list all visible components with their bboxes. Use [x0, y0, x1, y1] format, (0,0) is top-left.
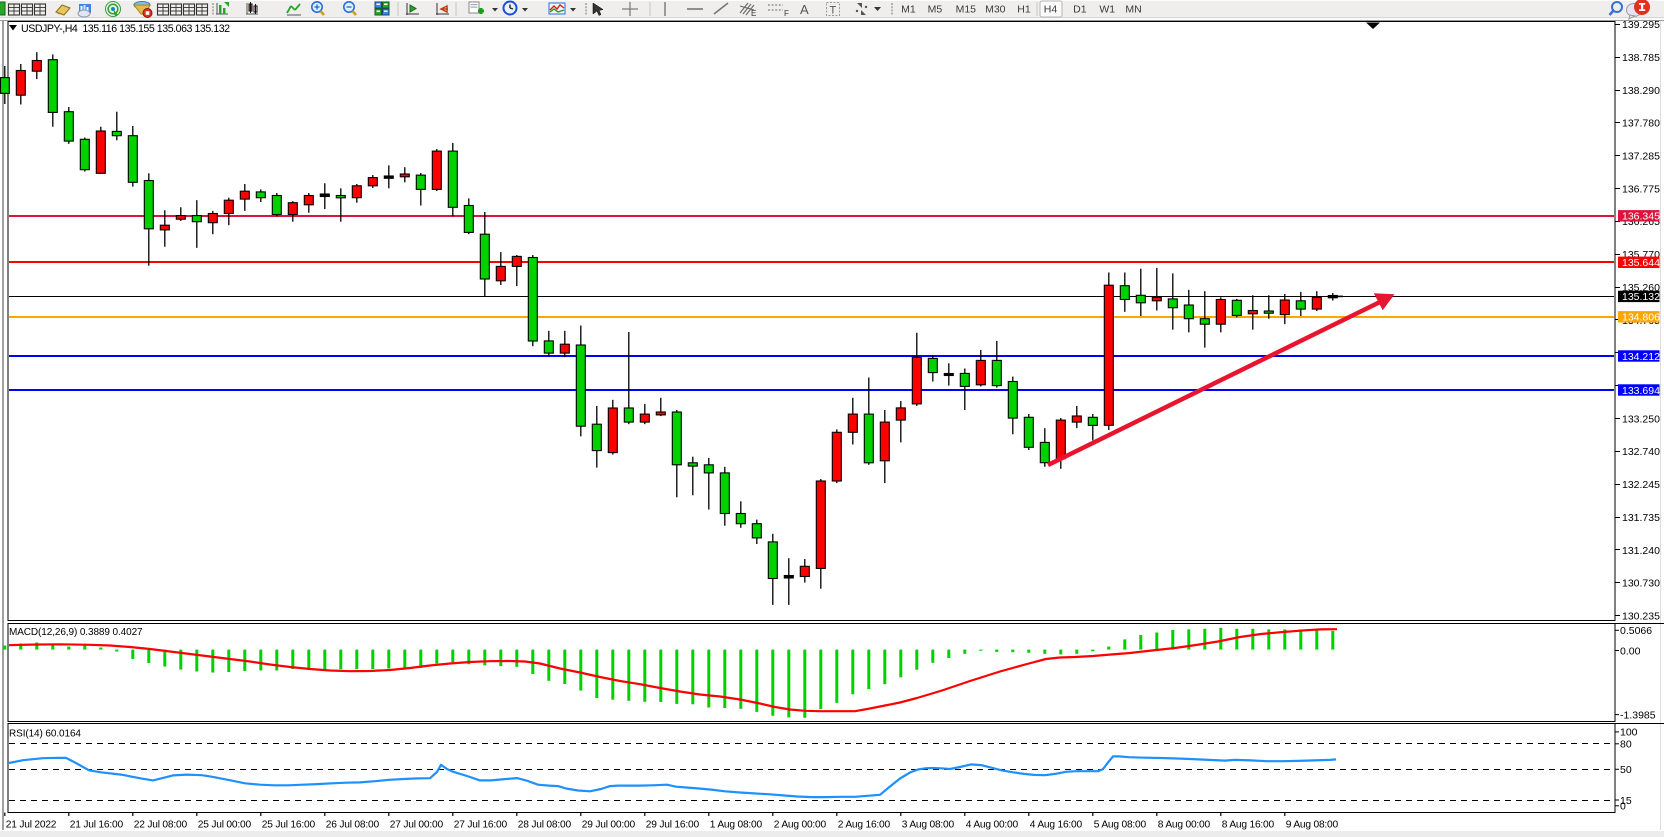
- svg-text:131.240: 131.240: [1622, 545, 1660, 557]
- svg-text:134.806: 134.806: [1622, 312, 1660, 324]
- svg-text:E: E: [751, 9, 756, 18]
- svg-text:3 Aug 08:00: 3 Aug 08:00: [902, 820, 955, 831]
- svg-text:0.00: 0.00: [1620, 645, 1641, 657]
- svg-text:135.644: 135.644: [1622, 257, 1660, 269]
- svg-text:H1: H1: [1017, 4, 1031, 16]
- svg-text:29 Jul 00:00: 29 Jul 00:00: [582, 820, 636, 831]
- svg-text:131.735: 131.735: [1622, 512, 1660, 524]
- svg-text:27 Jul 16:00: 27 Jul 16:00: [454, 820, 508, 831]
- svg-text:135.132: 135.132: [1622, 291, 1660, 303]
- svg-text:MN: MN: [1125, 4, 1141, 16]
- svg-text:25 Jul 00:00: 25 Jul 00:00: [198, 820, 252, 831]
- svg-text:134.212: 134.212: [1622, 351, 1660, 363]
- svg-text:USDJPY-,H4 135.116 135.155 13: USDJPY-,H4 135.116 135.155 135.063 135.1…: [21, 23, 230, 35]
- svg-text:F: F: [784, 9, 789, 18]
- svg-text:H4: H4: [1044, 4, 1058, 16]
- svg-text:1 Aug 08:00: 1 Aug 08:00: [710, 820, 763, 831]
- svg-text:130.730: 130.730: [1622, 578, 1660, 590]
- svg-text:2 Aug 00:00: 2 Aug 00:00: [774, 820, 827, 831]
- svg-text:138.785: 138.785: [1622, 52, 1660, 64]
- svg-text:138.290: 138.290: [1622, 85, 1660, 97]
- svg-text:8 Aug 16:00: 8 Aug 16:00: [1222, 820, 1275, 831]
- svg-text:21 Jul 2022: 21 Jul 2022: [6, 820, 57, 831]
- svg-text:4 Aug 16:00: 4 Aug 16:00: [1030, 820, 1083, 831]
- svg-text:80: 80: [1620, 739, 1632, 751]
- svg-text:100: 100: [1620, 727, 1638, 739]
- svg-text:9 Aug 08:00: 9 Aug 08:00: [1286, 820, 1339, 831]
- svg-text:M1: M1: [901, 4, 916, 16]
- svg-text:25 Jul 16:00: 25 Jul 16:00: [262, 820, 316, 831]
- svg-text:W1: W1: [1099, 4, 1115, 16]
- svg-text:0.5066: 0.5066: [1620, 625, 1652, 637]
- svg-text:RSI(14) 60.0164: RSI(14) 60.0164: [9, 729, 81, 740]
- svg-text:M15: M15: [956, 4, 977, 16]
- svg-text:26 Jul 08:00: 26 Jul 08:00: [326, 820, 380, 831]
- svg-text:2 Aug 16:00: 2 Aug 16:00: [838, 820, 891, 831]
- svg-text:139.295: 139.295: [1622, 19, 1660, 31]
- svg-text:D1: D1: [1073, 4, 1087, 16]
- svg-text:A: A: [800, 2, 809, 17]
- svg-text:136.345: 136.345: [1622, 211, 1660, 223]
- svg-text:M30: M30: [985, 4, 1006, 16]
- svg-text:22 Jul 08:00: 22 Jul 08:00: [134, 820, 188, 831]
- svg-text:130.235: 130.235: [1622, 611, 1660, 623]
- svg-text:-1.3985: -1.3985: [1620, 709, 1656, 721]
- svg-text:133.694: 133.694: [1622, 385, 1660, 397]
- svg-text:132.245: 132.245: [1622, 479, 1660, 491]
- svg-text:136.775: 136.775: [1622, 183, 1660, 195]
- svg-text:5 Aug 08:00: 5 Aug 08:00: [1094, 820, 1147, 831]
- svg-text:132.740: 132.740: [1622, 446, 1660, 458]
- svg-text:28 Jul 08:00: 28 Jul 08:00: [518, 820, 572, 831]
- svg-text:137.780: 137.780: [1622, 118, 1660, 130]
- svg-text:21 Jul 16:00: 21 Jul 16:00: [70, 820, 124, 831]
- svg-text:8 Aug 00:00: 8 Aug 00:00: [1158, 820, 1211, 831]
- svg-text:137.285: 137.285: [1622, 151, 1660, 163]
- svg-text:0: 0: [1620, 801, 1626, 813]
- svg-text:M5: M5: [928, 4, 943, 16]
- svg-text:MACD(12,26,9) 0.3889 0.4027: MACD(12,26,9) 0.3889 0.4027: [9, 627, 143, 638]
- svg-text:4 Aug 00:00: 4 Aug 00:00: [966, 820, 1019, 831]
- svg-text:29 Jul 16:00: 29 Jul 16:00: [646, 820, 700, 831]
- svg-text:T: T: [830, 5, 837, 17]
- svg-text:15: 15: [1620, 795, 1632, 807]
- svg-text:50: 50: [1620, 764, 1632, 776]
- svg-text:27 Jul 00:00: 27 Jul 00:00: [390, 820, 444, 831]
- svg-text:133.250: 133.250: [1622, 413, 1660, 425]
